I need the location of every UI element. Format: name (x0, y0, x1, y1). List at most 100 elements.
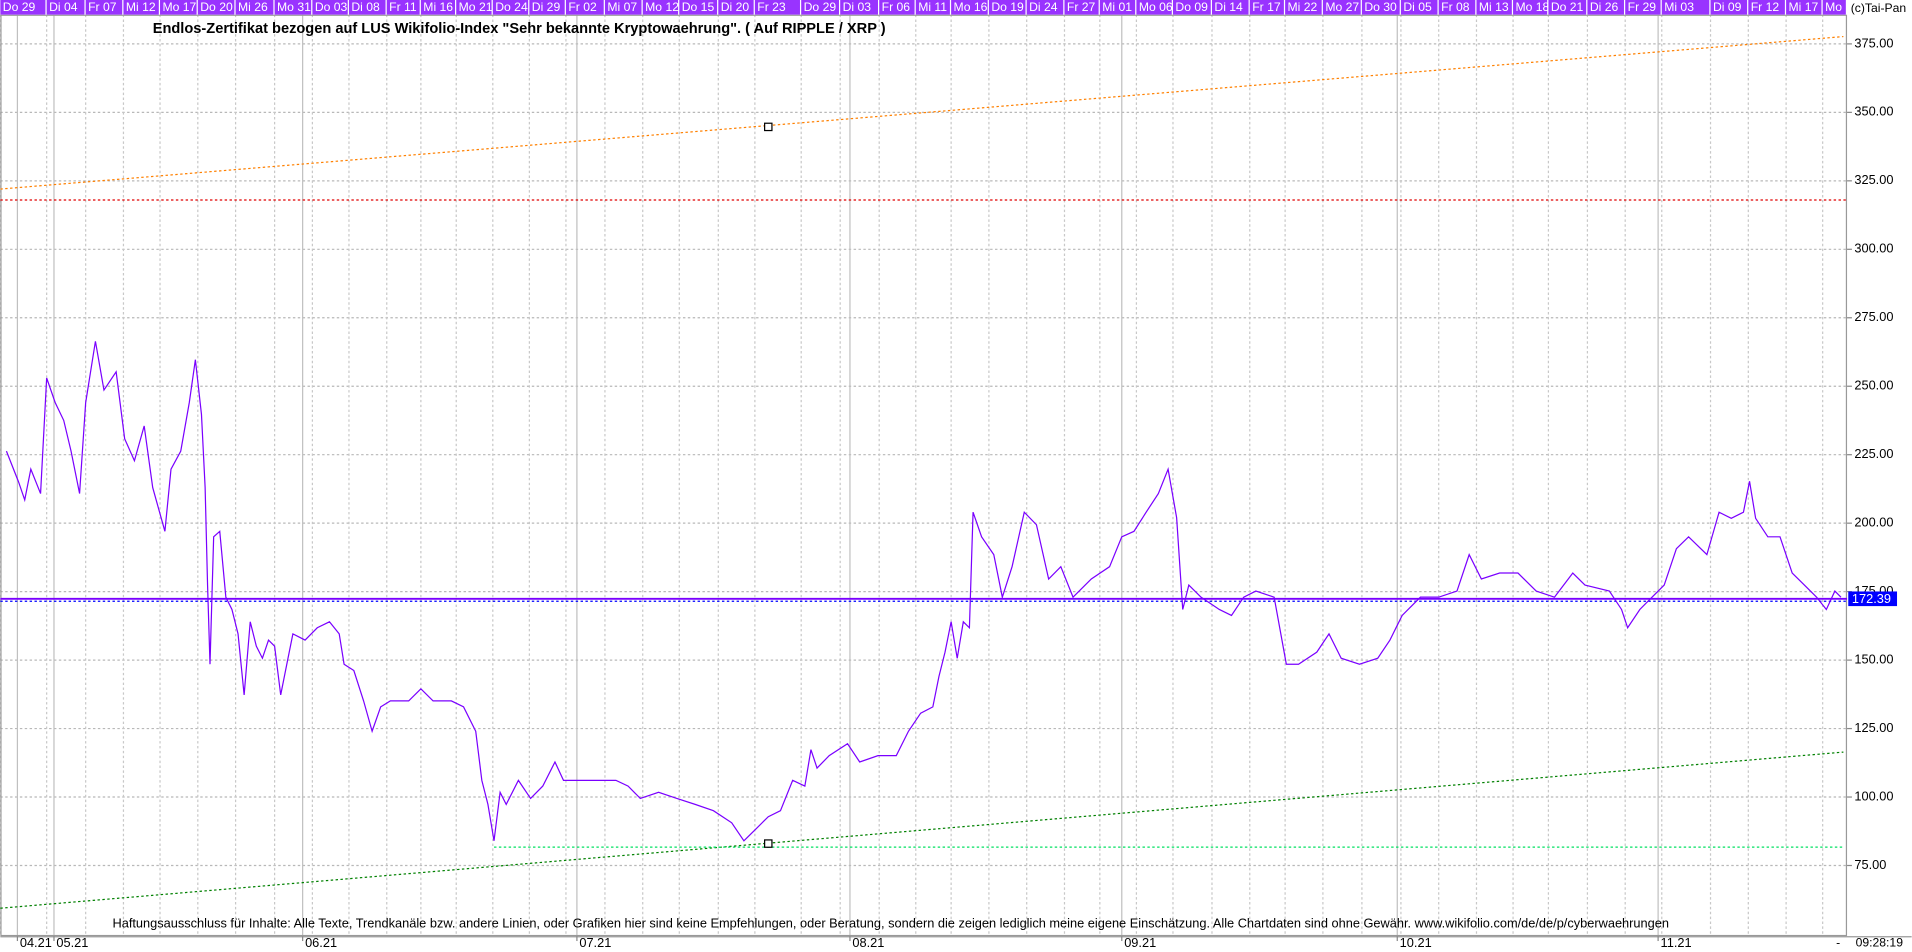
top-tick-label: Mi 13 (1479, 0, 1509, 14)
y-tick-label: 125.00 (1854, 720, 1893, 735)
top-date-box (1249, 0, 1284, 15)
marker (764, 839, 773, 848)
top-date-box (420, 0, 456, 15)
top-date-box (1513, 0, 1548, 15)
trendline (0, 35, 1844, 190)
top-tick-label: Do 15 (682, 0, 715, 14)
top-tick-label: Do 03 (315, 0, 348, 14)
top-tick-label: Fr 27 (1067, 0, 1096, 14)
top-tick-label: Do 29 (3, 0, 36, 14)
top-date-box (679, 0, 718, 15)
top-tick-label: Mo 27 (1325, 0, 1359, 14)
top-date-box (988, 0, 1026, 15)
trendline (0, 751, 1844, 909)
top-date-box (1438, 0, 1476, 15)
top-tick-label: Di 29 (532, 0, 561, 14)
top-tick-label: Fr 29 (1628, 0, 1657, 14)
top-tick-label: Di 26 (1590, 0, 1619, 14)
top-date-box (951, 0, 988, 15)
top-date-box (348, 0, 386, 15)
top-date-box (1748, 0, 1785, 15)
grid (0, 14, 1848, 937)
top-tick-label: Mo 21 (459, 0, 493, 14)
top-tick-label: Mi 07 (607, 0, 637, 14)
top-date-box (197, 0, 235, 15)
top-date-box (879, 0, 915, 15)
top-tick-label: Mi 03 (1664, 0, 1694, 14)
chart-title: Endlos-Zertifikat bezogen auf LUS Wikifo… (153, 21, 886, 37)
top-date-box (565, 0, 604, 15)
top-tick-label: Mi 17 (1789, 0, 1819, 14)
top-date-box (1822, 0, 1846, 15)
top-date-box (312, 0, 348, 15)
top-tick-label: Mi 12 (126, 0, 156, 14)
top-tick-label: Do 19 (991, 0, 1024, 14)
x-tick-label: 11.21 (1661, 935, 1692, 950)
top-tick-label: Mo 17 (162, 0, 196, 14)
top-date-box (1136, 0, 1172, 15)
top-tick-label: Mi 26 (238, 0, 268, 14)
top-tick-label: Mo 06 (1139, 0, 1173, 14)
top-tick-label: Do 24 (495, 0, 528, 14)
top-tick-label: Di 14 (1214, 0, 1243, 14)
top-date-box (1625, 0, 1661, 15)
top-tick-label: Mo 12 (645, 0, 679, 14)
top-date-box (801, 0, 839, 15)
y-tick-label: 225.00 (1854, 446, 1893, 461)
y-tick-label: 325.00 (1854, 172, 1893, 187)
top-date-box (85, 0, 123, 15)
top-tick-label: Di 20 (721, 0, 750, 14)
x-tick-label: 08.21 (852, 935, 884, 950)
top-tick-label: Fr 23 (757, 0, 786, 14)
top-tick-label: Mo 18 (1515, 0, 1549, 14)
top-date-box (1661, 0, 1710, 15)
y-tick-label: 75.00 (1854, 857, 1886, 872)
top-date-box (915, 0, 950, 15)
y-tick-label: 100.00 (1854, 788, 1893, 803)
top-tick-label: Mo (1825, 0, 1842, 14)
x-tick-label: 07.21 (579, 935, 611, 950)
y-tick-label: 150.00 (1854, 651, 1893, 666)
top-date-box (1211, 0, 1249, 15)
top-date-box (1322, 0, 1361, 15)
top-date-box (1587, 0, 1624, 15)
axis-marker: - (1836, 936, 1840, 950)
top-date-box (1786, 0, 1822, 15)
y-tick-label: 350.00 (1854, 104, 1893, 119)
disclaimer: Haftungsausschluss für Inhalte: Alle Tex… (112, 915, 1668, 930)
x-tick-label: 05.21 (56, 935, 88, 950)
top-tick-label: Fr 06 (882, 0, 911, 14)
top-tick-label: Do 21 (1551, 0, 1584, 14)
top-date-box (529, 0, 565, 15)
top-tick-label: Do 29 (804, 0, 837, 14)
clock: 09:28:19 (1856, 936, 1904, 950)
top-tick-label: Mi 11 (918, 0, 947, 14)
top-tick-label: Mo 31 (277, 0, 311, 14)
top-tick-label: Do 09 (1175, 0, 1208, 14)
y-tick-label: 300.00 (1854, 241, 1893, 256)
top-tick-label: Mi 16 (423, 0, 453, 14)
top-date-box (492, 0, 529, 15)
top-date-box (1285, 0, 1322, 15)
y-tick-label: 250.00 (1854, 378, 1893, 393)
top-tick-label: Di 03 (843, 0, 872, 14)
x-tick-label: 04.21 (20, 935, 52, 950)
y-tick-label: 200.00 (1854, 515, 1893, 530)
top-date-box (1172, 0, 1211, 15)
top-tick-label: Di 04 (49, 0, 78, 14)
top-tick-label: Mo 16 (954, 0, 988, 14)
top-date-box (718, 0, 754, 15)
top-date-box (1400, 0, 1438, 15)
copyright: (c)Tai-Pan (1851, 1, 1906, 15)
top-tick-label: Fr 17 (1252, 0, 1281, 14)
top-date-box (1710, 0, 1748, 15)
last-value-box (1848, 591, 1898, 607)
top-date-box (456, 0, 492, 15)
top-date-box (1099, 0, 1136, 15)
top-date-box (840, 0, 878, 15)
top-date-box (1026, 0, 1064, 15)
top-tick-label: Fr 12 (1751, 0, 1780, 14)
x-tick-label: 06.21 (305, 935, 337, 950)
price-line (5, 341, 1842, 842)
